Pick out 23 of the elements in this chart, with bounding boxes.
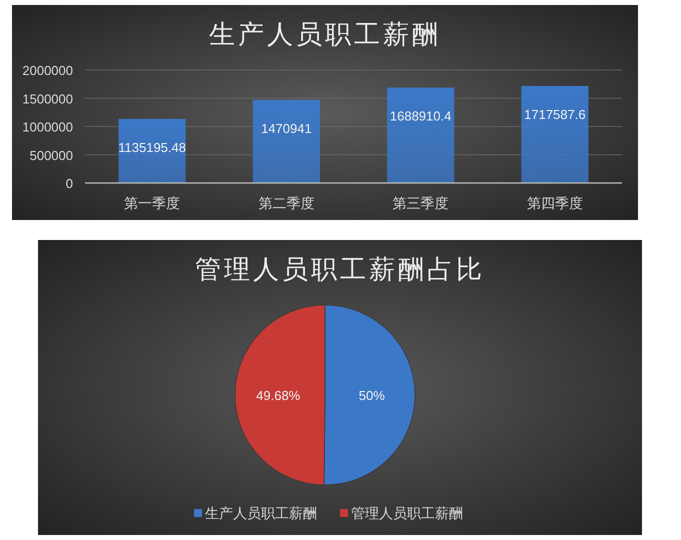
x-tick-label: 第一季度 <box>124 195 180 211</box>
data-label: 49.68% <box>256 388 301 403</box>
x-tick-label: 第四季度 <box>526 195 583 211</box>
x-tick-label: 第二季度 <box>258 195 314 211</box>
data-label: 1470941 <box>261 120 312 136</box>
bar <box>118 118 186 183</box>
legend-label: 管理人员职工薪酬 <box>351 505 463 521</box>
x-tick-label: 第三季度 <box>392 195 449 211</box>
legend-label: 生产人员职工薪酬 <box>205 505 317 521</box>
data-label: 1688910.4 <box>390 108 452 124</box>
y-tick-label: 2000000 <box>22 63 73 78</box>
bar <box>252 100 320 183</box>
bar <box>387 88 454 183</box>
bar <box>521 86 588 183</box>
chart-title: 管理人员职工薪酬占比 <box>195 254 485 284</box>
data-label: 1135195.48 <box>118 140 186 155</box>
y-tick-label: 500000 <box>30 148 73 163</box>
y-tick-label: 1500000 <box>22 91 73 106</box>
y-tick-label: 1000000 <box>22 120 73 134</box>
data-label: 50% <box>358 388 386 404</box>
chart-title: 生产人员职工薪酬 <box>209 19 441 49</box>
data-label: 1717587.6 <box>524 106 586 122</box>
y-tick-label: 0 <box>66 176 73 191</box>
